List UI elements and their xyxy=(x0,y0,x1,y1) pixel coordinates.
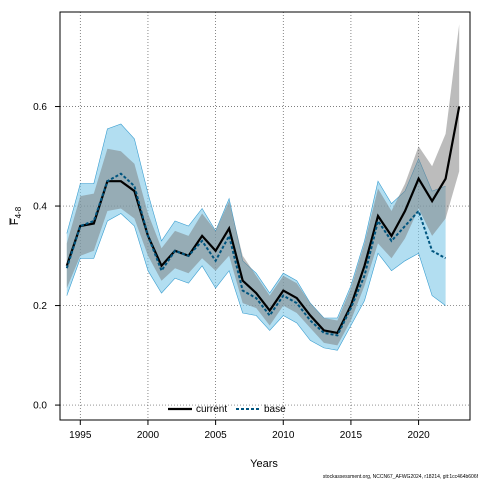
current-line xyxy=(65,106,461,335)
y-tick-label: 0.0 xyxy=(33,401,47,412)
y-tick-label: 0.2 xyxy=(33,301,47,312)
y-axis-title-main: F xyxy=(9,218,21,225)
x-tick-label: 1995 xyxy=(69,430,92,441)
footer-text: stockassessment.org, NCCN67_AFWG2024, r1… xyxy=(323,474,479,480)
axis-ticks: 1995 2000 2005 2010 2015 2020 0.0 0.2 0.4 0.6 xyxy=(33,102,430,441)
x-tick-label: 2005 xyxy=(204,430,227,441)
current-confidence-band xyxy=(66,24,460,346)
confidence-bands xyxy=(66,24,460,351)
plot-frame xyxy=(59,11,471,421)
base-lower-edge xyxy=(66,213,446,351)
y-tick-label: 0.4 xyxy=(33,202,47,213)
x-tick-label: 2020 xyxy=(407,430,430,441)
series-lines xyxy=(65,106,461,337)
legend-current-label: current xyxy=(196,404,227,415)
base-line xyxy=(65,172,447,337)
legend: current base xyxy=(168,404,286,415)
x-tick-label: 2015 xyxy=(340,430,363,441)
x-tick-label: 2010 xyxy=(272,430,295,441)
x-axis-title: Years xyxy=(250,458,278,470)
y-axis-title: F4-8 xyxy=(9,206,23,225)
legend-base-label: base xyxy=(264,404,286,415)
y-tick-label: 0.6 xyxy=(33,102,47,113)
base-upper-edge xyxy=(66,123,446,319)
svg-text:F4-8: F4-8 xyxy=(9,206,23,225)
x-tick-label: 2000 xyxy=(137,430,160,441)
y-axis-title-sub: 4-8 xyxy=(14,206,23,218)
